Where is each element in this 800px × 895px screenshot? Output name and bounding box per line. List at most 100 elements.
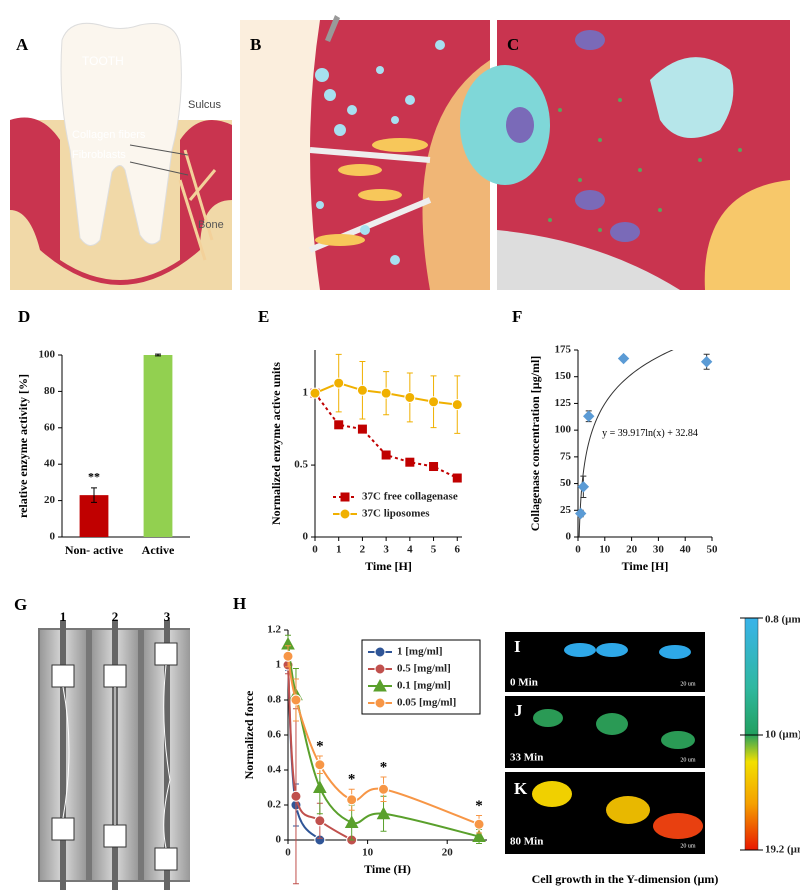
illustration-label: Gingiva (12, 99, 50, 111)
error-bar (91, 487, 97, 503)
marker (374, 697, 386, 709)
x-axis-label: Time [H] (622, 559, 669, 573)
marker (374, 646, 386, 658)
marker (472, 829, 486, 842)
marker (357, 424, 367, 434)
x-tick-label: 3 (383, 544, 389, 556)
panel-label: J (514, 701, 523, 720)
marker (344, 815, 359, 828)
marker (583, 410, 595, 422)
y-tick-label: 60 (44, 421, 56, 433)
y-tick-label: 75 (560, 450, 572, 462)
marker (452, 473, 462, 483)
marker (356, 384, 368, 396)
y-tick-label: 40 (44, 458, 56, 470)
colorbar-label: 10 (µm) (765, 729, 800, 741)
x-tick-label: 10 (362, 847, 374, 859)
legend-label: 1 [mg/ml] (397, 646, 443, 658)
marker (373, 678, 387, 692)
panel-a (10, 20, 232, 290)
legend-label: 37C free collagenase (362, 491, 458, 503)
x-tick-label: 0 (575, 544, 581, 556)
y-axis-label: Normalized force (242, 690, 256, 779)
illustration-label: TOOTH (82, 54, 124, 68)
marker (577, 481, 590, 493)
y-tick-label: 50 (560, 477, 572, 489)
y-tick-label: 0 (50, 531, 56, 543)
y-tick-label: 0.6 (267, 729, 281, 741)
x-tick-label: Active (142, 543, 175, 557)
y-axis-label: Normalized enzyme active units (269, 362, 283, 525)
panel-g (38, 620, 190, 890)
strip-label: 2 (112, 609, 119, 624)
y-tick-label: 125 (555, 397, 572, 409)
x-tick-label: 40 (680, 544, 692, 556)
y-tick-label: 1 (303, 387, 309, 399)
x-tick-label: 6 (455, 544, 461, 556)
x-tick-label: 1 (336, 544, 342, 556)
marker (381, 450, 391, 460)
annotation: ** (88, 470, 100, 484)
illustration-label: Collagen fibers (72, 129, 146, 141)
trendline-label: y = 39.917ln(x) + 32.84 (602, 428, 698, 439)
marker (282, 650, 294, 662)
x-tick-label: 0 (285, 847, 291, 859)
marker (700, 356, 713, 368)
panel-label: H (233, 594, 246, 613)
legend-label: 37C liposomes (362, 508, 430, 520)
strip-label: 3 (164, 609, 171, 624)
scale-label: 20 um (680, 757, 696, 763)
marker (290, 790, 302, 802)
microscopy (505, 617, 763, 854)
marker (314, 815, 326, 827)
marker (404, 391, 416, 403)
scale-label: 20 um (680, 681, 696, 687)
y-tick-label: 1 (276, 659, 282, 671)
x-tick-label: 20 (626, 544, 638, 556)
panel-label: C (507, 35, 519, 54)
y-tick-label: 175 (555, 344, 572, 356)
colorbar-caption: Cell growth in the Y-dimension (µm) (532, 872, 719, 886)
y-axis-label: Collagenase concentration [µg/ml] (528, 356, 542, 532)
y-axis-label: relative enzyme activity [%] (16, 374, 30, 518)
panel-b (240, 15, 490, 290)
marker (374, 663, 386, 675)
legend-label: 0.1 [mg/ml] (397, 680, 451, 692)
y-tick-label: 0 (566, 531, 572, 543)
illustration-label: Sulcus (188, 99, 222, 111)
time-label: 0 Min (510, 677, 538, 689)
marker (574, 507, 587, 520)
panel-label: K (514, 779, 528, 798)
x-tick-label: 10 (599, 544, 611, 556)
annotation: * (316, 738, 324, 754)
annotation: * (348, 772, 356, 788)
y-tick-label: 20 (44, 494, 56, 506)
y-tick-label: 150 (555, 370, 572, 382)
marker (340, 492, 350, 502)
y-tick-label: 0.8 (267, 694, 281, 706)
marker (429, 462, 439, 472)
colorbar-label: 19.2 (µm) (765, 844, 800, 856)
y-tick-label: 0 (303, 531, 309, 543)
panel-label: E (258, 307, 269, 326)
y-tick-label: 0.2 (267, 799, 281, 811)
error-bar (155, 353, 161, 357)
annotation: * (380, 759, 388, 775)
panel-c (460, 20, 790, 290)
marker (312, 780, 327, 793)
x-tick-label: 50 (707, 544, 719, 556)
y-tick-label: 0.4 (267, 764, 281, 776)
marker (380, 387, 392, 399)
marker (346, 794, 358, 806)
y-tick-label: 1.2 (267, 624, 281, 636)
time-label: 80 Min (510, 836, 543, 848)
marker (290, 694, 302, 706)
x-tick-label: 30 (653, 544, 665, 556)
marker (334, 420, 344, 430)
x-axis-label: Time (H) (364, 862, 411, 876)
marker (428, 396, 440, 408)
y-tick-label: 100 (555, 424, 572, 436)
labels: A TOOTH Gingiva Sulcus Collagen fibers F… (12, 35, 800, 886)
panel-label: F (512, 307, 522, 326)
